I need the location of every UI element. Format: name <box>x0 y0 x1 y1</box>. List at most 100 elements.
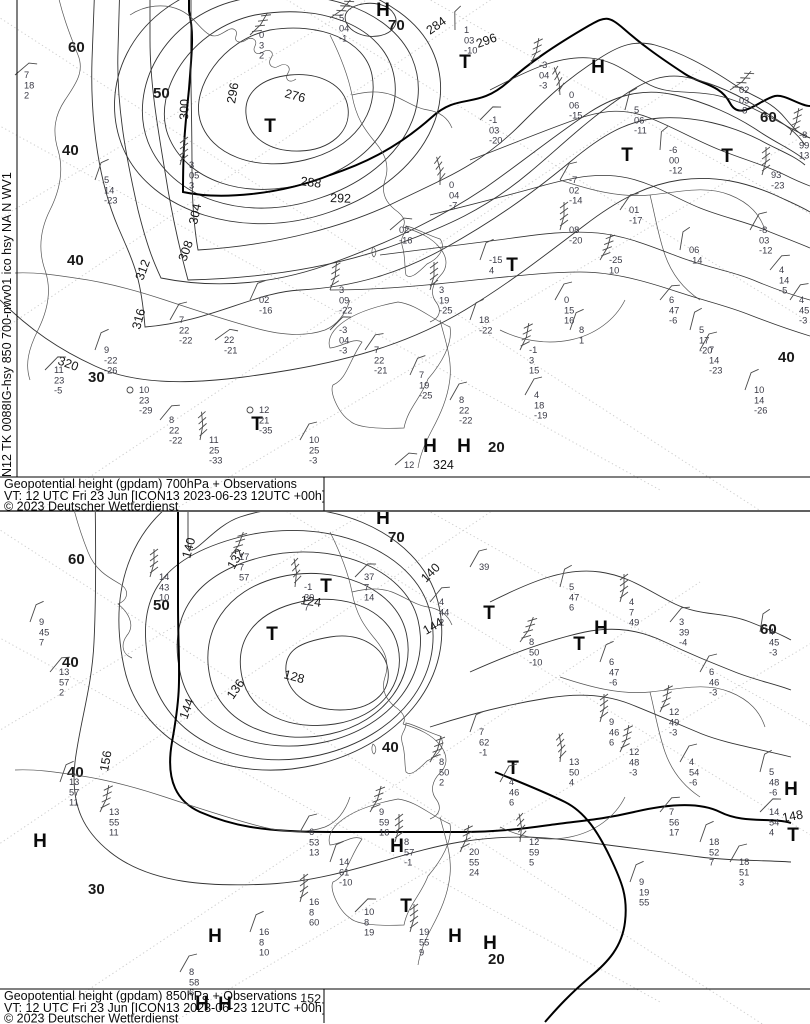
svg-text:-7: -7 <box>569 175 577 185</box>
svg-text:1: 1 <box>579 335 584 345</box>
svg-text:2: 2 <box>24 91 29 101</box>
svg-text:47: 47 <box>569 592 579 602</box>
svg-text:-4: -4 <box>679 638 687 648</box>
svg-text:14: 14 <box>159 572 169 582</box>
svg-text:H: H <box>376 0 390 21</box>
svg-text:-14: -14 <box>689 255 702 265</box>
svg-text:45: 45 <box>799 305 809 315</box>
svg-text:8: 8 <box>259 937 264 947</box>
svg-text:19: 19 <box>364 928 374 938</box>
svg-text:22: 22 <box>374 355 384 365</box>
svg-text:9: 9 <box>379 807 384 817</box>
svg-text:19: 19 <box>639 887 649 897</box>
svg-text:3: 3 <box>189 160 194 170</box>
svg-text:60: 60 <box>68 551 85 568</box>
svg-text:7: 7 <box>669 807 674 817</box>
svg-text:H: H <box>33 831 47 852</box>
svg-text:T: T <box>573 634 585 655</box>
svg-text:-35: -35 <box>259 426 272 436</box>
svg-text:T: T <box>507 758 519 779</box>
svg-text:14: 14 <box>364 593 374 603</box>
svg-text:6: 6 <box>509 798 514 808</box>
svg-text:11: 11 <box>109 828 119 838</box>
svg-text:24: 24 <box>469 868 479 878</box>
svg-text:22: 22 <box>459 405 469 415</box>
svg-text:6: 6 <box>309 827 314 837</box>
svg-text:-22: -22 <box>179 336 192 346</box>
svg-text:10: 10 <box>159 593 169 603</box>
svg-text:-23: -23 <box>104 196 117 206</box>
svg-text:H: H <box>390 836 404 857</box>
svg-text:-5: -5 <box>54 386 62 396</box>
svg-text:8: 8 <box>364 917 369 927</box>
svg-text:324: 324 <box>433 458 454 472</box>
svg-text:48: 48 <box>769 777 779 787</box>
svg-text:12: 12 <box>629 747 639 757</box>
svg-text:6: 6 <box>669 295 674 305</box>
svg-text:4: 4 <box>769 627 774 637</box>
svg-text:04: 04 <box>539 70 549 80</box>
svg-text:-10: -10 <box>339 878 352 888</box>
svg-text:57: 57 <box>404 847 414 857</box>
svg-text:46: 46 <box>609 727 619 737</box>
svg-text:-6: -6 <box>609 678 617 688</box>
svg-text:17: 17 <box>239 552 249 562</box>
svg-text:55: 55 <box>109 817 119 827</box>
svg-text:30: 30 <box>304 592 314 602</box>
svg-text:8: 8 <box>529 637 534 647</box>
svg-text:-22: -22 <box>169 436 182 446</box>
svg-text:-33: -33 <box>209 456 222 466</box>
svg-text:4: 4 <box>769 828 774 838</box>
svg-text:14: 14 <box>769 807 779 817</box>
svg-text:-14: -14 <box>569 196 582 206</box>
svg-text:06: 06 <box>689 245 699 255</box>
svg-text:-3: -3 <box>539 81 547 91</box>
svg-text:-1: -1 <box>304 582 312 592</box>
svg-text:47: 47 <box>669 305 679 315</box>
svg-text:9: 9 <box>419 948 424 958</box>
svg-text:10: 10 <box>364 907 374 917</box>
svg-text:93: 93 <box>771 170 781 180</box>
svg-text:10: 10 <box>309 435 319 445</box>
svg-text:8: 8 <box>579 325 584 335</box>
svg-text:13: 13 <box>569 757 579 767</box>
svg-text:10: 10 <box>754 385 764 395</box>
svg-text:5: 5 <box>339 13 344 23</box>
svg-text:7: 7 <box>364 582 369 592</box>
svg-text:-22: -22 <box>459 416 472 426</box>
svg-text:-1: -1 <box>339 34 347 44</box>
svg-text:13: 13 <box>59 667 69 677</box>
svg-text:00: 00 <box>669 155 679 165</box>
svg-text:5: 5 <box>529 858 534 868</box>
svg-text:58: 58 <box>189 977 199 987</box>
svg-text:H: H <box>483 933 497 954</box>
svg-text:40: 40 <box>67 252 84 269</box>
svg-text:57: 57 <box>69 787 79 797</box>
svg-text:12: 12 <box>404 460 414 470</box>
svg-text:8: 8 <box>309 907 314 917</box>
svg-text:03: 03 <box>464 35 474 45</box>
svg-text:-3: -3 <box>309 456 317 466</box>
svg-text:-15: -15 <box>569 111 582 121</box>
svg-text:40: 40 <box>62 142 79 159</box>
svg-text:21: 21 <box>259 415 269 425</box>
svg-text:51: 51 <box>739 867 749 877</box>
svg-text:3: 3 <box>739 878 744 888</box>
svg-text:4: 4 <box>439 597 444 607</box>
svg-text:7: 7 <box>24 70 29 80</box>
svg-text:7: 7 <box>374 345 379 355</box>
svg-text:47: 47 <box>609 667 619 677</box>
svg-text:-20: -20 <box>489 136 502 146</box>
svg-text:T: T <box>400 896 412 917</box>
svg-text:-12: -12 <box>759 246 772 256</box>
svg-text:19: 19 <box>439 295 449 305</box>
svg-text:54: 54 <box>689 767 699 777</box>
svg-text:50: 50 <box>569 767 579 777</box>
svg-text:-3: -3 <box>669 728 677 738</box>
svg-text:4: 4 <box>569 778 574 788</box>
svg-text:04: 04 <box>339 23 349 33</box>
svg-text:60: 60 <box>309 918 319 928</box>
svg-text:-1: -1 <box>529 345 537 355</box>
svg-text:0: 0 <box>449 180 454 190</box>
svg-text:-1: -1 <box>404 858 412 868</box>
